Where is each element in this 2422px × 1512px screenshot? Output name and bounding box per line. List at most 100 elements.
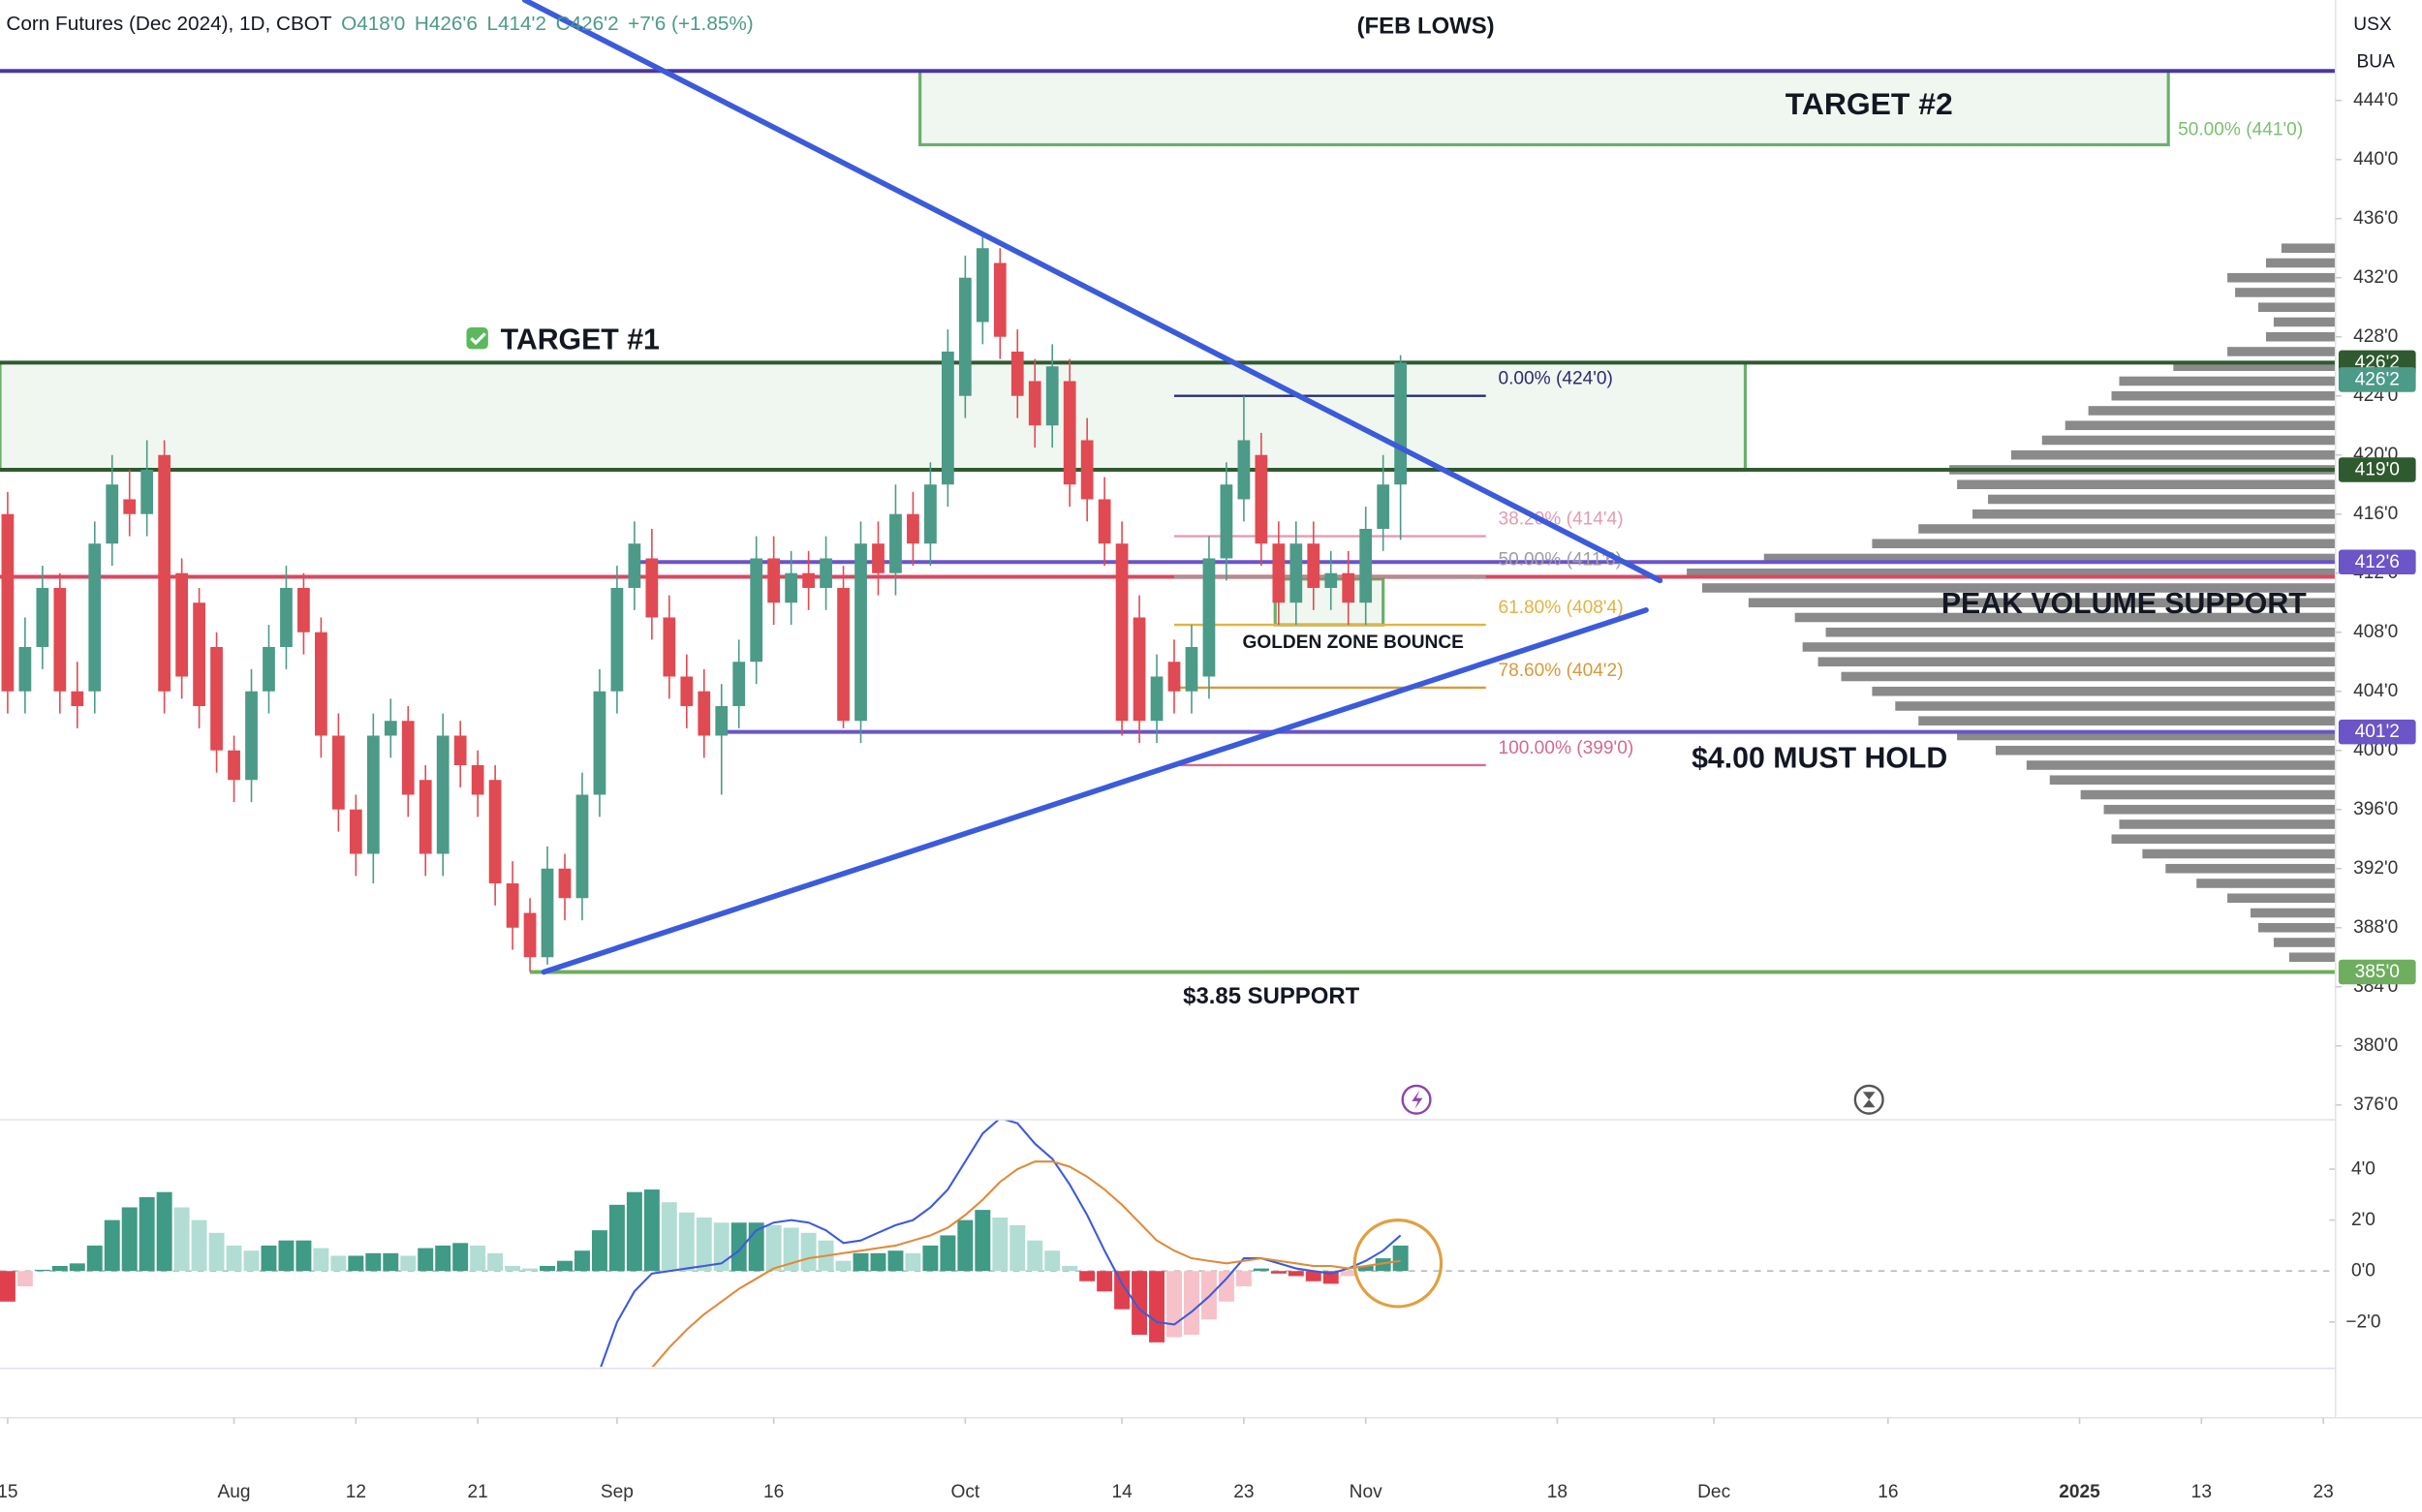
target-zone [0, 360, 1748, 472]
candle-body [401, 721, 415, 795]
candle-body [907, 513, 919, 544]
candle-body [680, 676, 694, 706]
macd-histogram-bar [435, 1245, 451, 1272]
macd-histogram-bar [1357, 1265, 1374, 1272]
volume-bar [1687, 568, 2336, 578]
price-badge-label: 385'0 [2355, 962, 2400, 982]
candle-body [1202, 558, 1216, 677]
macd-histogram-bar [470, 1245, 486, 1272]
macd-tick-label: 2'0 [2351, 1210, 2375, 1230]
candle-body [1237, 440, 1251, 500]
annotation: 50.00% (441'0) [2178, 119, 2303, 139]
candle-body [384, 721, 397, 736]
macd-histogram-bar [765, 1224, 782, 1272]
candle-body [349, 809, 362, 854]
macd-histogram-bar [348, 1255, 364, 1272]
fib-label: 78.60% (404'2) [1498, 661, 1623, 681]
annotation: (FEB LOWS) [1357, 14, 1495, 40]
annotation: GOLDEN ZONE BOUNCE [1242, 633, 1464, 653]
price-badge [2338, 457, 2416, 482]
candle-body [1272, 543, 1286, 603]
candle-body [1167, 662, 1181, 692]
macd-histogram-bar [1166, 1271, 1182, 1338]
candle-body [315, 632, 327, 736]
macd-histogram-bar [557, 1260, 573, 1272]
macd-histogram-bar [1340, 1271, 1356, 1277]
event-icon[interactable] [1862, 1092, 1876, 1108]
candle-body [1045, 366, 1059, 426]
macd-histogram-bar [1218, 1271, 1234, 1302]
candle-body [280, 587, 293, 647]
volume-bar [1748, 598, 2336, 608]
macd-histogram-bar [226, 1245, 242, 1272]
candle-body [263, 646, 275, 692]
candle-body [1359, 528, 1373, 603]
trendline [541, 607, 1649, 975]
volume-bar [1918, 716, 2336, 726]
candle-body [175, 572, 189, 677]
x-tick-label: 15 [0, 1482, 18, 1502]
macd-histogram-bar [1392, 1245, 1409, 1272]
candle-body [820, 558, 832, 588]
macd-histogram-bar [870, 1252, 886, 1272]
event-icon[interactable] [1853, 1084, 1884, 1115]
volume-bar [2257, 922, 2336, 933]
volume-bar [2049, 775, 2336, 786]
candle-body [1098, 499, 1111, 544]
macd-histogram-bar [940, 1235, 956, 1272]
currency-unit[interactable]: USX [2353, 15, 2392, 35]
volume-bar [1763, 553, 2336, 564]
volume-bar [2065, 420, 2336, 431]
candle-body [523, 912, 537, 958]
x-tick-label: Dec [1697, 1482, 1730, 1502]
y-tick-label: 404'0 [2353, 681, 2398, 701]
macd-histogram-bar [86, 1245, 103, 1272]
candle-body [1115, 543, 1129, 722]
x-tick-label: 13 [2191, 1482, 2212, 1502]
candle-body [1220, 484, 1233, 559]
highlight-circle [1352, 1219, 1444, 1309]
volume-bar [2227, 893, 2336, 904]
symbol-title: Corn Futures (Dec 2024), 1D, CBOT [6, 12, 332, 34]
candle-body [802, 572, 815, 588]
candle-body [18, 646, 32, 692]
macd-histogram-bar [1322, 1271, 1339, 1284]
macd-histogram-bar [243, 1250, 260, 1272]
y-tick-label: 440'0 [2353, 149, 2398, 170]
macd-histogram-bar [1375, 1258, 1391, 1272]
event-icon[interactable] [1412, 1090, 1423, 1109]
annotation: $4.00 MUST HOLD [1692, 742, 1947, 774]
y-tick-label: 388'0 [2353, 917, 2398, 938]
y-tick-label: 400'0 [2353, 740, 2398, 760]
macd-histogram-bar [574, 1250, 590, 1272]
ohlc-close: C426'2 [556, 12, 619, 34]
macd-histogram-bar [975, 1210, 991, 1272]
check-icon [470, 332, 486, 346]
candle-body [593, 691, 606, 795]
macd-histogram-bar [418, 1248, 434, 1272]
unit-label[interactable]: BUA [2357, 51, 2396, 72]
candle-body [785, 572, 798, 603]
price-badge-label: 412'6 [2355, 552, 2400, 572]
macd-histogram-bar [400, 1255, 417, 1272]
x-tick-label: 16 [1878, 1482, 1898, 1502]
annotation: PEAK VOLUME SUPPORT [1941, 588, 2307, 620]
candle-body [245, 691, 258, 781]
macd-histogram-bar [261, 1245, 277, 1272]
volume-bar [2196, 879, 2336, 888]
ohlc-low: L414'2 [486, 12, 546, 34]
macd-histogram-bar [540, 1265, 555, 1272]
candle-body [732, 662, 746, 706]
volume-bar [2010, 449, 2336, 460]
macd-histogram-bar [0, 1271, 16, 1302]
candle-body [1377, 484, 1390, 529]
candle-body [837, 587, 850, 722]
event-icon[interactable] [1401, 1084, 1432, 1115]
candle-body [53, 587, 67, 692]
macd-histogram-bar [139, 1196, 155, 1272]
annotation: TARGET #2 [1785, 86, 1953, 121]
candle-body [228, 750, 240, 781]
candle-body [1185, 646, 1198, 692]
volume-bar [2227, 272, 2336, 283]
volume-bar [2281, 243, 2336, 253]
